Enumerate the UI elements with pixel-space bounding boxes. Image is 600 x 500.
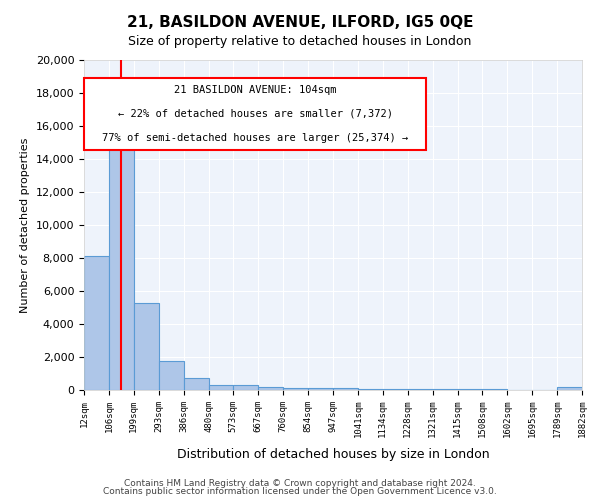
Bar (283, 388, 308, 390)
Bar (259, 386, 283, 390)
Text: ← 22% of detached houses are smaller (7,372): ← 22% of detached houses are smaller (7,… (118, 109, 392, 118)
Bar (209, 384, 233, 390)
Text: Size of property relative to detached houses in London: Size of property relative to detached ho… (128, 35, 472, 48)
Bar (433, 389, 458, 390)
Bar (109, 113, 134, 390)
Bar (358, 388, 383, 390)
X-axis label: Distribution of detached houses by size in London: Distribution of detached houses by size … (176, 448, 490, 462)
Bar (134, 302, 159, 390)
Text: 21 BASILDON AVENUE: 104sqm: 21 BASILDON AVENUE: 104sqm (174, 85, 336, 95)
Bar (184, 378, 209, 390)
Bar (308, 388, 333, 390)
Bar (408, 389, 433, 390)
Bar (333, 388, 358, 390)
Bar (557, 386, 582, 390)
Y-axis label: Number of detached properties: Number of detached properties (20, 138, 30, 312)
Bar (159, 361, 184, 390)
Text: 77% of semi-detached houses are larger (25,374) →: 77% of semi-detached houses are larger (… (102, 132, 408, 142)
Bar (233, 386, 259, 390)
Bar (84, 256, 109, 390)
Text: Contains public sector information licensed under the Open Government Licence v3: Contains public sector information licen… (103, 487, 497, 496)
Text: 21, BASILDON AVENUE, ILFORD, IG5 0QE: 21, BASILDON AVENUE, ILFORD, IG5 0QE (127, 15, 473, 30)
Text: Contains HM Land Registry data © Crown copyright and database right 2024.: Contains HM Land Registry data © Crown c… (124, 478, 476, 488)
Bar (383, 389, 408, 390)
